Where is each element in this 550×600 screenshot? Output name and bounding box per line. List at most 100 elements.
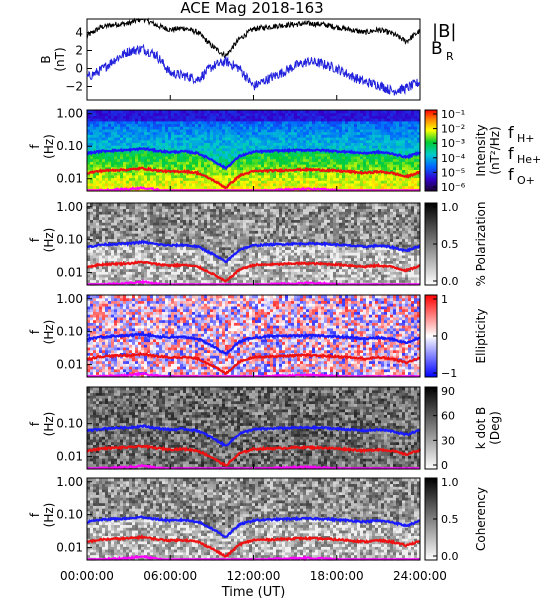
spectrogram-cell bbox=[195, 153, 199, 157]
spectrogram-cell bbox=[87, 142, 91, 146]
spectrogram-cell bbox=[252, 182, 256, 187]
spectrogram-cell bbox=[129, 120, 133, 125]
spectrogram-cell bbox=[237, 126, 241, 130]
spectrogram-cell bbox=[255, 123, 259, 127]
spectrogram-cell bbox=[120, 134, 124, 138]
spectrogram-cell bbox=[210, 147, 214, 152]
spectrogram-cell bbox=[258, 172, 262, 176]
spectrogram-cell bbox=[180, 172, 184, 176]
spectrogram-cell bbox=[120, 169, 124, 173]
spectrogram-cell bbox=[138, 172, 142, 176]
spectrogram-cell bbox=[285, 161, 289, 165]
spectrogram-cell bbox=[243, 169, 247, 173]
spectrogram-cell bbox=[282, 128, 286, 133]
spectrogram-cell bbox=[93, 180, 97, 184]
spectrogram-cell bbox=[120, 153, 124, 157]
spectrogram-cell bbox=[165, 126, 169, 130]
spectrogram-cell bbox=[240, 123, 244, 127]
spectrogram-cell bbox=[144, 110, 148, 114]
spectrogram-cell bbox=[138, 174, 142, 179]
spectrogram-cell bbox=[96, 142, 100, 146]
spectrogram-cell bbox=[186, 147, 190, 152]
spectrogram-cell bbox=[228, 115, 232, 119]
spectrogram-cell bbox=[267, 166, 271, 170]
spectrogram-cell bbox=[129, 185, 133, 189]
spectrogram-cell bbox=[240, 185, 244, 189]
spectrogram-cell bbox=[294, 180, 298, 184]
spectrogram-cell bbox=[123, 123, 127, 127]
spectrogram-cell bbox=[276, 123, 280, 127]
spectrogram-cell bbox=[246, 180, 250, 184]
spectrogram-cell bbox=[210, 110, 214, 114]
spectrogram-cell bbox=[156, 177, 160, 181]
spectrogram-cell bbox=[252, 128, 256, 133]
spectrogram-cell bbox=[144, 188, 148, 192]
spectrogram-cell bbox=[150, 161, 154, 165]
spectrogram-cell bbox=[102, 185, 106, 189]
spectrogram-cell bbox=[162, 153, 166, 157]
spectrogram-cell bbox=[165, 131, 169, 135]
spectrogram-cell bbox=[216, 147, 220, 152]
spectrogram-cell bbox=[285, 155, 289, 160]
spectrogram-cell bbox=[93, 161, 97, 165]
spectrogram-cell bbox=[192, 139, 196, 143]
spectrogram-cell bbox=[210, 123, 214, 127]
spectrogram-cell bbox=[255, 139, 259, 143]
spectrogram-cell bbox=[201, 147, 205, 152]
spectrogram-cell bbox=[102, 134, 106, 138]
spectrogram-cell bbox=[99, 182, 103, 187]
spectrogram-cell bbox=[270, 174, 274, 179]
spectrogram-cell bbox=[171, 180, 175, 184]
spectrogram-cell bbox=[123, 131, 127, 135]
spectrogram-cell bbox=[129, 137, 133, 141]
spectrogram-cell bbox=[90, 115, 94, 119]
spectrogram-cell bbox=[261, 120, 265, 125]
spectrogram-cell bbox=[189, 142, 193, 146]
spectrogram-cell bbox=[108, 164, 112, 168]
spectrogram-cell bbox=[117, 182, 121, 187]
spectrogram-cell bbox=[174, 174, 178, 179]
spectrogram-cell bbox=[96, 164, 100, 168]
spectrogram-cell bbox=[273, 155, 277, 160]
spectrogram-cell bbox=[186, 155, 190, 160]
spectrogram-cell bbox=[156, 110, 160, 114]
spectrogram-cell bbox=[279, 118, 283, 122]
spectrogram-cell bbox=[135, 161, 139, 165]
spectrogram-cell bbox=[165, 164, 169, 168]
spectrogram-cell bbox=[108, 120, 112, 125]
spectrogram-cell bbox=[171, 120, 175, 125]
spectrogram-cell bbox=[96, 112, 100, 116]
spectrogram-cell bbox=[258, 177, 262, 181]
spectrogram-cell bbox=[267, 131, 271, 135]
spectrogram-cell bbox=[222, 177, 226, 181]
spectrogram-cell bbox=[282, 110, 286, 114]
spectrogram-cell bbox=[273, 120, 277, 125]
spectrogram-cell bbox=[219, 166, 223, 170]
spectrogram-cell bbox=[156, 147, 160, 152]
spectrogram-cell bbox=[243, 128, 247, 133]
spectrogram-cell bbox=[222, 137, 226, 141]
spectrogram-cell bbox=[99, 120, 103, 125]
spectrogram-cell bbox=[129, 177, 133, 181]
spectrogram-cell bbox=[237, 137, 241, 141]
spectrogram-cell bbox=[90, 185, 94, 189]
spectrogram-cell bbox=[99, 137, 103, 141]
spectrogram-cell bbox=[144, 161, 148, 165]
spectrogram-cell bbox=[240, 142, 244, 146]
spectrogram-cell bbox=[249, 147, 253, 152]
spectrogram-cell bbox=[240, 126, 244, 130]
spectrogram-cell bbox=[132, 134, 136, 138]
spectrogram-cell bbox=[99, 161, 103, 165]
spectrogram-cell bbox=[132, 188, 136, 192]
spectrogram-cell bbox=[108, 112, 112, 116]
spectrogram-cell bbox=[87, 185, 91, 189]
b-ylabel-unit: (nT) bbox=[53, 47, 67, 71]
spectrogram-cell bbox=[177, 172, 181, 176]
spectrogram-cell bbox=[288, 177, 292, 181]
spectrogram-cell bbox=[153, 128, 157, 133]
spectrogram-cell bbox=[114, 128, 118, 133]
spectrogram-cell bbox=[129, 150, 133, 154]
spectrogram-cell bbox=[168, 164, 172, 168]
spectrogram-cell bbox=[102, 131, 106, 135]
